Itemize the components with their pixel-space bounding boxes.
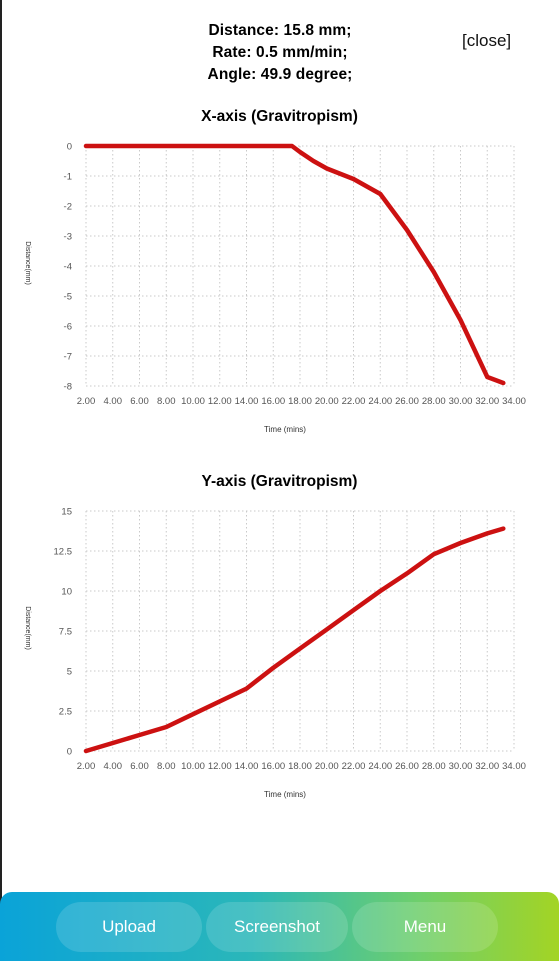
close-button[interactable]: [close] bbox=[462, 31, 512, 50]
y-tick-label: -2 bbox=[64, 202, 72, 213]
x-axis-label: Time (mins) bbox=[264, 425, 306, 434]
x-tick-label: 6.00 bbox=[130, 761, 149, 772]
y-tick-label: -8 bbox=[64, 382, 72, 393]
y-tick-label: -1 bbox=[64, 172, 72, 183]
x-tick-label: 26.00 bbox=[395, 396, 419, 407]
x-tick-label: 14.00 bbox=[235, 396, 259, 407]
y-tick-label: 15 bbox=[61, 507, 72, 518]
y-tick-label: -5 bbox=[64, 292, 72, 303]
y-tick-label: 7.5 bbox=[59, 627, 72, 638]
x-tick-label: 8.00 bbox=[157, 761, 176, 772]
y-tick-label: 5 bbox=[67, 667, 72, 678]
x-tick-label: 28.00 bbox=[422, 396, 446, 407]
x-axis-label: Time (mins) bbox=[264, 790, 306, 799]
x-tick-label: 16.00 bbox=[261, 761, 285, 772]
x-tick-label: 4.00 bbox=[104, 396, 123, 407]
x-tick-label: 18.00 bbox=[288, 396, 312, 407]
y-axis-label: Distance(mm) bbox=[24, 241, 31, 285]
series-line bbox=[83, 143, 506, 386]
x-axis-chart: 2.00 4.00 6.00 8.00 10.00 12.00 14.00 16.00 18.0… bbox=[24, 142, 526, 435]
screenshot-button[interactable]: Screenshot bbox=[206, 902, 348, 952]
x-tick-label: 28.00 bbox=[422, 761, 446, 772]
x-tick-label: 26.00 bbox=[395, 761, 419, 772]
screen-edge bbox=[0, 0, 2, 961]
x-tick-label: 2.00 bbox=[77, 396, 96, 407]
x-axis-chart-title: X-axis (Gravitropism) bbox=[201, 108, 358, 125]
stats-header: Distance: 15.8 mm; Rate: 0.5 mm/min; Ang… bbox=[100, 20, 460, 86]
rate-text: Rate: 0.5 mm/min; bbox=[212, 44, 348, 61]
x-tick-label: 8.00 bbox=[157, 396, 176, 407]
distance-text: Distance: 15.8 mm; bbox=[208, 22, 352, 39]
x-tick-label: 16.00 bbox=[261, 396, 285, 407]
x-tick-label: 34.00 bbox=[502, 396, 526, 407]
x-tick-label: 22.00 bbox=[342, 761, 366, 772]
x-tick-label: 32.00 bbox=[475, 761, 499, 772]
y-axis-label: Distance(mm) bbox=[24, 606, 31, 650]
series-line bbox=[83, 526, 506, 754]
x-tick-label: 12.00 bbox=[208, 396, 232, 407]
x-tick-label: 6.00 bbox=[130, 396, 149, 407]
y-tick-label: -6 bbox=[64, 322, 72, 333]
angle-text: Angle: 49.9 degree; bbox=[207, 66, 353, 83]
x-tick-label: 14.00 bbox=[235, 761, 259, 772]
y-axis-chart: 2.00 4.00 6.00 8.00 10.00 12.00 14.00 16.00 18.0… bbox=[24, 507, 526, 800]
y-tick-label: 2.5 bbox=[59, 707, 72, 718]
menu-button[interactable]: Menu bbox=[352, 902, 498, 952]
x-tick-label: 10.00 bbox=[181, 396, 205, 407]
x-tick-label: 22.00 bbox=[342, 396, 366, 407]
x-tick-label: 30.00 bbox=[449, 761, 473, 772]
x-tick-label: 2.00 bbox=[77, 761, 96, 772]
x-tick-label: 20.00 bbox=[315, 761, 339, 772]
x-tick-label: 4.00 bbox=[104, 761, 123, 772]
x-tick-label: 24.00 bbox=[368, 761, 392, 772]
y-tick-label: -4 bbox=[64, 262, 72, 273]
y-tick-label: 0 bbox=[67, 142, 72, 153]
x-tick-label: 34.00 bbox=[502, 761, 526, 772]
y-tick-label: 10 bbox=[61, 587, 72, 598]
y-tick-label: 12.5 bbox=[54, 547, 73, 558]
x-tick-label: 30.00 bbox=[449, 396, 473, 407]
x-tick-label: 18.00 bbox=[288, 761, 312, 772]
x-tick-label: 20.00 bbox=[315, 396, 339, 407]
y-axis-chart-title: Y-axis (Gravitropism) bbox=[201, 473, 358, 490]
x-tick-label: 10.00 bbox=[181, 761, 205, 772]
y-tick-label: 0 bbox=[67, 747, 72, 758]
x-tick-label: 12.00 bbox=[208, 761, 232, 772]
upload-button[interactable]: Upload bbox=[56, 902, 202, 952]
bottom-toolbar: Upload Screenshot Menu bbox=[0, 892, 559, 961]
y-tick-label: -3 bbox=[64, 232, 72, 243]
y-tick-label: -7 bbox=[64, 352, 72, 363]
x-tick-label: 24.00 bbox=[368, 396, 392, 407]
x-tick-label: 32.00 bbox=[475, 396, 499, 407]
